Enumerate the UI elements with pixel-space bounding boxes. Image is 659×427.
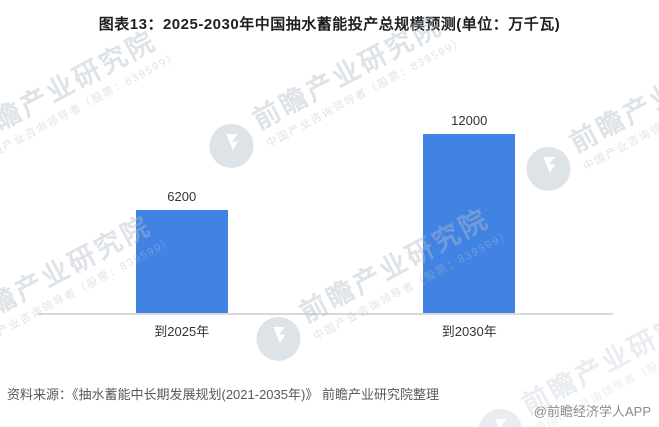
credit-note: @前瞻经济学人APP [533, 404, 651, 419]
bar-value-label: 12000 [451, 113, 488, 128]
x-tick-label: 到2025年 [154, 324, 210, 339]
bar-value-label: 6200 [167, 189, 197, 204]
bar [135, 210, 228, 313]
bar-group: 6200 [38, 113, 326, 313]
bar [423, 134, 516, 313]
source-note: 资料来源：《抽水蓄能中长期发展规划(2021-2035年)》 前瞻产业研究院整理 [7, 387, 439, 402]
plot-area: 6200 12000 [38, 113, 613, 313]
x-axis-line [38, 313, 613, 315]
bar-group: 12000 [326, 113, 614, 313]
chart-title: 图表13：2025-2030年中国抽水蓄能投产总规模预测(单位：万千瓦) [98, 16, 561, 33]
x-axis-ticks: 到2025年 到2030年 [38, 321, 613, 340]
x-tick-label: 到2030年 [441, 324, 497, 339]
qianzhan-logo-icon [478, 408, 523, 427]
